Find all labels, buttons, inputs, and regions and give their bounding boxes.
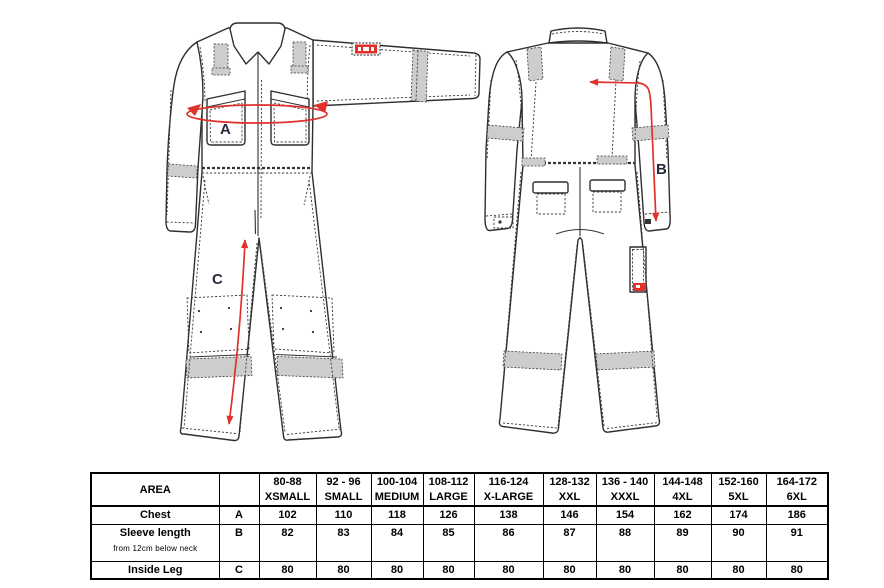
size-name: XXL	[558, 490, 581, 503]
row-label: Sleeve length from 12cm below neck	[90, 523, 220, 562]
row-label: Inside Leg	[90, 560, 220, 580]
size-name: XSMALL	[264, 490, 311, 503]
value-cell: 80	[595, 560, 655, 580]
value-cell: 174	[710, 505, 767, 525]
value-cell: 80	[710, 560, 767, 580]
size-header-cell: 108-112 LARGE	[422, 472, 475, 507]
size-range: 116-124	[488, 475, 529, 488]
size-range: 100-104	[376, 475, 418, 488]
size-range: 92 - 96	[326, 475, 361, 488]
value-cell: 80	[370, 560, 424, 580]
coverall-diagram: A B C	[165, 22, 671, 442]
value-cell: 84	[370, 523, 424, 562]
value-cell: 126	[422, 505, 475, 525]
ruler-pocket	[629, 246, 647, 293]
value-cell: 86	[473, 523, 544, 562]
size-name: LARGE	[429, 490, 468, 503]
value-cell: 162	[653, 505, 712, 525]
value-cell: 138	[473, 505, 544, 525]
row-letter: C	[218, 560, 260, 580]
area-header-cell: AREA	[90, 472, 220, 507]
table-header-row: AREA 80-88 XSMALL 92 - 96 SMALL 100-104 …	[90, 472, 829, 507]
value-cell: 118	[370, 505, 424, 525]
value-cell: 80	[422, 560, 475, 580]
size-range: 136 - 140	[601, 475, 649, 488]
value-cell: 146	[542, 505, 597, 525]
size-chart-table: AREA 80-88 XSMALL 92 - 96 SMALL 100-104 …	[90, 472, 829, 580]
size-name: 4XL	[672, 490, 693, 503]
size-header-cell: 116-124 X-LARGE	[473, 472, 544, 507]
chest-measure-arrow	[186, 101, 328, 124]
size-range: 164-172	[776, 475, 817, 488]
size-name: MEDIUM	[374, 490, 420, 503]
size-header-cell: 128-132 XXL	[542, 472, 597, 507]
sleeve-measure-label: B	[656, 161, 667, 178]
size-name: X-LARGE	[483, 490, 534, 503]
coverall-front-view	[165, 22, 481, 442]
sleeve-measure-arrow	[589, 78, 660, 222]
size-range: 128-132	[549, 475, 590, 488]
value-cell: 88	[595, 523, 655, 562]
value-cell: 90	[710, 523, 767, 562]
value-cell: 80	[765, 560, 829, 580]
row-letter: A	[218, 505, 260, 525]
value-cell: 80	[653, 560, 712, 580]
value-cell: 80	[473, 560, 544, 580]
size-range: 152-160	[718, 475, 759, 488]
value-cell: 89	[653, 523, 712, 562]
value-cell: 186	[765, 505, 829, 525]
value-cell: 85	[422, 523, 475, 562]
size-header-cell: 152-160 5XL	[710, 472, 767, 507]
row-label-main: Sleeve length	[119, 526, 191, 539]
table-row-inside-leg: Inside Leg C 80 80 80 80 80 80 80 80 80 …	[90, 560, 829, 580]
size-header-cell: 92 - 96 SMALL	[315, 472, 372, 507]
size-name: XXXL	[610, 490, 640, 503]
brand-label	[351, 42, 381, 56]
value-cell: 82	[258, 523, 317, 562]
table-row-sleeve-length: Sleeve length from 12cm below neck B 82 …	[90, 523, 829, 562]
value-cell: 80	[315, 560, 372, 580]
size-name: 5XL	[728, 490, 749, 503]
value-cell: 154	[595, 505, 655, 525]
inside-leg-measure-arrow	[226, 239, 249, 425]
inside-leg-measure-label: C	[212, 271, 223, 288]
value-cell: 110	[315, 505, 372, 525]
letter-header-cell	[218, 472, 260, 507]
size-header-cell: 100-104 MEDIUM	[370, 472, 424, 507]
size-header-cell: 136 - 140 XXXL	[595, 472, 655, 507]
value-cell: 91	[765, 523, 829, 562]
row-label: Chest	[90, 505, 220, 525]
coverall-back-view	[484, 27, 671, 434]
chest-measure-label: A	[220, 121, 231, 138]
value-cell: 80	[542, 560, 597, 580]
value-cell: 102	[258, 505, 317, 525]
chest-pocket-right	[270, 90, 310, 146]
table-row-chest: Chest A 102 110 118 126 138 146 154 162 …	[90, 505, 829, 525]
size-range: 80-88	[273, 475, 302, 488]
row-letter: B	[218, 523, 260, 562]
back-pocket-left	[532, 181, 569, 215]
value-cell: 83	[315, 523, 372, 562]
size-range: 144-148	[662, 475, 703, 488]
size-header-cell: 80-88 XSMALL	[258, 472, 317, 507]
size-name: SMALL	[324, 490, 363, 503]
value-cell: 87	[542, 523, 597, 562]
row-label-sub: from 12cm below neck	[113, 543, 198, 553]
size-name: 6XL	[786, 490, 807, 503]
size-range: 108-112	[428, 475, 469, 488]
size-header-cell: 144-148 4XL	[653, 472, 712, 507]
size-header-cell: 164-172 6XL	[765, 472, 829, 507]
value-cell: 80	[258, 560, 317, 580]
